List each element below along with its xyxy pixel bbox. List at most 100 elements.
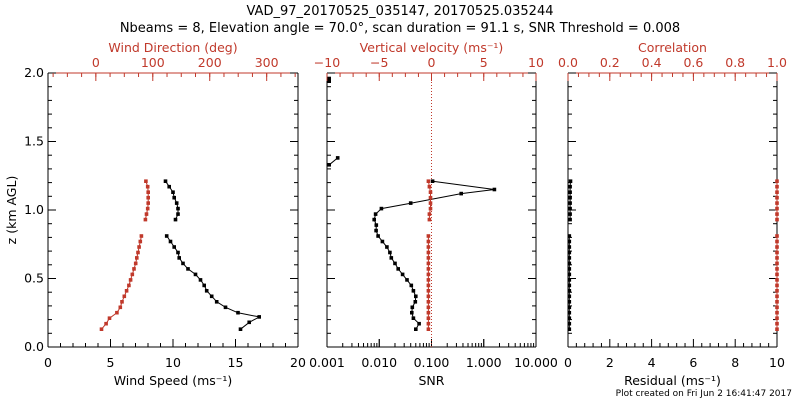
- data-point: [775, 195, 779, 200]
- top-axis-label: Wind Direction (deg): [108, 40, 237, 55]
- y-tick-label: 1.5: [24, 134, 44, 149]
- data-point: [775, 217, 779, 222]
- series-wind-speed: [163, 179, 261, 331]
- data-point: [164, 234, 169, 238]
- data-point: [775, 267, 779, 271]
- data-point: [775, 310, 779, 315]
- data-point: [428, 190, 433, 194]
- data-point: [379, 206, 384, 211]
- series-line: [101, 235, 142, 330]
- data-point: [104, 321, 108, 326]
- x-axis-label: Residual (ms⁻¹): [624, 373, 721, 388]
- data-point: [236, 310, 240, 315]
- data-point: [426, 310, 431, 315]
- data-point: [567, 305, 572, 310]
- top-tick-label: 0.4: [642, 55, 662, 70]
- top-tick-label: 0: [428, 55, 436, 70]
- series-vertical-velocity: [426, 179, 433, 331]
- data-point: [427, 212, 432, 216]
- figure-title-line1: VAD_97_20170525_035147, 20170525.035244: [247, 4, 554, 19]
- data-point: [115, 310, 119, 315]
- data-point: [426, 245, 431, 249]
- data-point: [428, 206, 433, 211]
- data-point: [167, 184, 171, 189]
- data-point: [567, 278, 572, 282]
- data-point: [775, 272, 779, 277]
- data-point: [775, 289, 779, 293]
- y-tick-label: 1.0: [24, 202, 44, 217]
- data-point: [393, 261, 397, 266]
- data-point: [567, 239, 572, 244]
- data-point: [186, 267, 190, 271]
- data-point: [567, 272, 572, 277]
- data-point: [567, 250, 572, 255]
- data-point: [374, 223, 379, 227]
- data-point: [427, 184, 432, 189]
- top-axis-label: Correlation: [638, 40, 707, 55]
- data-point: [567, 310, 572, 315]
- data-point: [775, 201, 779, 205]
- plot-footer: Plot created on Fri Jun 2 16:41:47 2017: [616, 389, 792, 399]
- data-point: [568, 195, 572, 200]
- data-point: [426, 250, 431, 255]
- top-tick-label: −10: [314, 55, 340, 70]
- data-point: [775, 250, 779, 255]
- data-point: [144, 212, 149, 216]
- data-point: [492, 187, 497, 192]
- data-point: [400, 272, 405, 277]
- x-axis-label: SNR: [419, 373, 445, 388]
- data-point: [247, 320, 251, 325]
- data-point: [426, 321, 431, 326]
- data-point: [137, 245, 141, 249]
- data-point: [118, 305, 123, 310]
- data-point: [568, 184, 572, 189]
- data-point: [176, 212, 180, 216]
- data-point: [426, 283, 431, 288]
- data-point: [385, 245, 389, 249]
- data-point: [414, 294, 418, 299]
- data-point: [411, 289, 416, 293]
- x-tick-label: 10: [769, 355, 785, 370]
- data-point: [775, 278, 779, 282]
- data-point: [380, 239, 385, 244]
- data-point: [146, 190, 150, 194]
- top-tick-label: 0: [92, 55, 100, 70]
- x-tick-label: 0.001: [309, 355, 345, 370]
- data-point: [174, 201, 179, 205]
- data-point: [567, 316, 572, 320]
- data-point: [426, 327, 431, 331]
- x-tick-label: 0: [564, 355, 572, 370]
- top-axis-label: Vertical velocity (ms⁻¹): [360, 40, 504, 55]
- data-point: [99, 327, 104, 331]
- data-point: [775, 256, 779, 260]
- data-point: [138, 239, 143, 244]
- data-point: [372, 217, 376, 222]
- data-point: [143, 217, 148, 222]
- data-point: [335, 156, 340, 160]
- data-point: [374, 228, 378, 233]
- data-point: [426, 239, 431, 244]
- x-tick-label: 20: [290, 355, 306, 370]
- data-point: [567, 234, 572, 238]
- data-point: [459, 191, 463, 196]
- data-point: [567, 289, 572, 293]
- data-point: [428, 195, 433, 200]
- data-point: [136, 250, 140, 255]
- top-tick-label: 0.2: [600, 55, 620, 70]
- x-tick-label: 0.010: [361, 355, 397, 370]
- data-point: [172, 245, 176, 249]
- data-point: [426, 278, 431, 282]
- data-point: [567, 256, 572, 260]
- data-point: [426, 289, 431, 293]
- x-tick-label: 10.000: [514, 355, 558, 370]
- data-point: [426, 300, 431, 304]
- data-point: [775, 294, 779, 299]
- data-point: [567, 245, 572, 249]
- data-point: [145, 206, 150, 211]
- data-point: [171, 190, 175, 194]
- data-point: [410, 305, 415, 310]
- data-point: [146, 195, 150, 200]
- data-point: [257, 315, 261, 319]
- series-residual: [567, 179, 573, 331]
